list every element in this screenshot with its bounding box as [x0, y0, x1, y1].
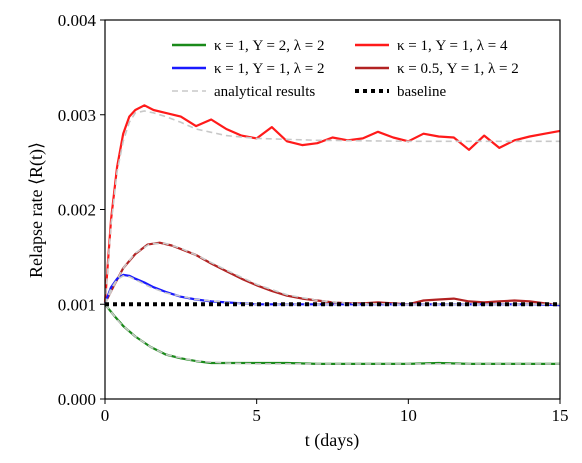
x-tick-label-2: 10 [400, 406, 417, 425]
analytical-line-2 [104, 274, 560, 306]
legend-label-5: baseline [397, 84, 446, 100]
y-tick-label-0: 0.000 [58, 390, 96, 409]
y-tick-label-2: 0.002 [58, 201, 96, 220]
legend: κ = 1, Y = 2, λ = 2 κ = 1, Y = 1, λ = 4 … [172, 38, 519, 100]
legend-label-1: κ = 1, Y = 1, λ = 4 [397, 38, 508, 54]
analytical-line-3 [104, 303, 560, 365]
series-line-2 [103, 273, 561, 307]
analytical-line-0 [104, 110, 560, 305]
y-tick-label-3: 0.003 [58, 106, 96, 125]
analytical-line-1 [104, 242, 560, 306]
y-axis-label: Relapse rate ⟨R(t)⟩ [26, 142, 47, 278]
legend-label-3: κ = 0.5, Y = 1, λ = 2 [397, 61, 519, 77]
legend-label-2: κ = 1, Y = 1, λ = 2 [214, 61, 325, 77]
x-tick-label-1: 5 [252, 406, 261, 425]
series-line-1 [104, 241, 561, 307]
series-line-0 [103, 104, 561, 303]
series-line-3 [104, 303, 560, 365]
legend-label-0: κ = 1, Y = 2, λ = 2 [214, 38, 325, 54]
plot-layer [103, 104, 561, 365]
legend-label-4: analytical results [214, 84, 315, 100]
y-tick-label-1: 0.001 [58, 295, 96, 314]
y-tick-label-4: 0.004 [58, 11, 97, 30]
axis-ticks: 0 5 10 15 0.000 0.001 0.002 0.003 0.004 [58, 11, 569, 425]
x-axis-label: t (days) [305, 430, 359, 451]
x-tick-label-3: 15 [552, 406, 569, 425]
x-tick-label-0: 0 [101, 406, 110, 425]
